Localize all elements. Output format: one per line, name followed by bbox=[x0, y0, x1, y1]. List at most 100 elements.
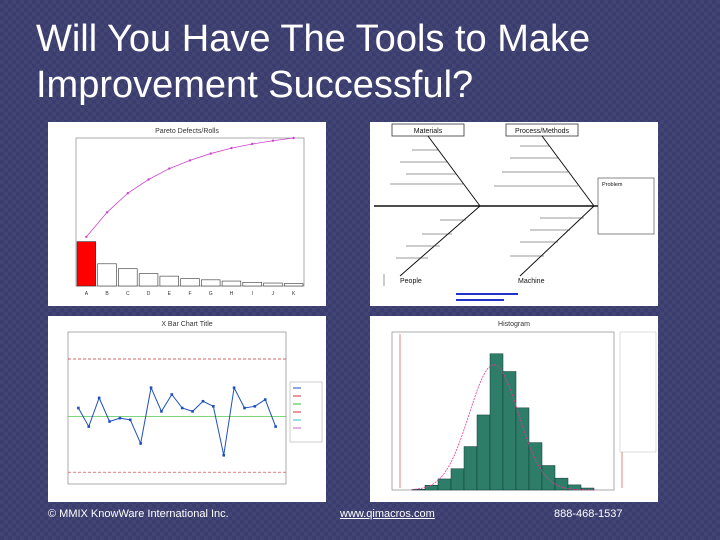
pareto-cumulative-point bbox=[126, 191, 130, 195]
histogram-bar bbox=[424, 485, 439, 491]
fishbone-diagram: Materials Process/Methods bbox=[374, 123, 655, 301]
pareto-category-label: D bbox=[147, 291, 151, 297]
fishbone-process-label: Process/Methods bbox=[515, 128, 570, 135]
pareto-bar bbox=[201, 279, 221, 287]
pareto-category-label: G bbox=[209, 291, 213, 297]
histogram-bar bbox=[450, 468, 465, 491]
xbar-point bbox=[232, 386, 236, 390]
xbar-point bbox=[149, 386, 153, 390]
footer-copyright: © MMIX KnowWare International Inc. bbox=[48, 508, 229, 520]
xbar-title: X Bar Chart Title bbox=[161, 321, 212, 328]
pareto-bar bbox=[242, 282, 262, 287]
pareto-category-label: A bbox=[85, 291, 89, 297]
histogram-bar bbox=[502, 371, 517, 491]
xbar-point bbox=[180, 406, 184, 410]
xbar-point bbox=[201, 399, 205, 403]
fishbone-bone-machine bbox=[519, 205, 595, 277]
xbar-point bbox=[160, 410, 163, 413]
pareto-category-label: I bbox=[251, 291, 252, 297]
histogram-bar bbox=[580, 487, 595, 491]
pareto-cumulative-point bbox=[168, 167, 171, 170]
pareto-category-label: J bbox=[272, 291, 275, 297]
xbar-point bbox=[97, 396, 101, 400]
xbar-point bbox=[170, 393, 174, 396]
pareto-cumulative-point bbox=[250, 142, 254, 146]
pareto-bar bbox=[283, 283, 304, 287]
slide-title-line-1: Will You Have The Tools to Make bbox=[36, 18, 591, 60]
footer-phone: 888-468-1537 bbox=[554, 508, 623, 520]
slide-title-line-2: Improvement Successful? bbox=[36, 64, 474, 106]
histogram-title: Histogram bbox=[498, 321, 530, 328]
xbar-legend-swatches bbox=[293, 387, 301, 429]
fishbone-minor-ribs bbox=[390, 145, 584, 259]
pareto-category-label: E bbox=[168, 291, 172, 297]
fishbone-diagram-panel: Materials Process/Methods bbox=[370, 122, 658, 306]
histogram-bar bbox=[554, 477, 569, 491]
pareto-bar bbox=[138, 273, 159, 287]
pareto-bar bbox=[118, 268, 138, 287]
xbar-point bbox=[222, 453, 226, 457]
footer-website-link[interactable]: www.qimacros.com bbox=[340, 508, 435, 520]
xbar-point bbox=[263, 398, 267, 401]
histogram-chart: Histogram bbox=[391, 321, 657, 491]
histogram-bar bbox=[437, 478, 452, 491]
fishbone-bone-materials bbox=[427, 135, 481, 207]
pareto-cumulative-point bbox=[188, 159, 192, 162]
pareto-cumulative-point bbox=[271, 139, 275, 142]
xbar-point bbox=[253, 405, 257, 408]
histogram-panel: Histogram bbox=[370, 316, 658, 502]
xbar-point bbox=[128, 418, 132, 422]
pareto-bar bbox=[180, 278, 200, 287]
xbar-point bbox=[212, 405, 215, 408]
pareto-bar bbox=[159, 275, 179, 287]
pareto-category-label: F bbox=[188, 291, 191, 297]
fishbone-bone-people bbox=[399, 205, 481, 277]
pareto-cumulative-point bbox=[147, 178, 150, 181]
xbar-point bbox=[77, 406, 80, 410]
pareto-bar bbox=[76, 241, 97, 287]
pareto-bar bbox=[97, 263, 117, 287]
xbar-chart: X Bar Chart Title bbox=[67, 321, 323, 485]
histogram-bar bbox=[515, 407, 530, 491]
histogram-bar bbox=[567, 484, 582, 491]
histogram-bar bbox=[541, 465, 556, 491]
xbar-point bbox=[191, 410, 194, 413]
histogram-bar bbox=[489, 353, 504, 491]
pareto-plot-area bbox=[75, 137, 305, 287]
histogram-stats-table bbox=[619, 331, 657, 453]
pareto-cumulative-point bbox=[230, 146, 233, 150]
pareto-bar bbox=[221, 280, 242, 287]
pareto-category-label: K bbox=[292, 291, 296, 297]
pareto-chart: Pareto Defects/Rolls A B C D E F G H I J K bbox=[75, 128, 305, 297]
pareto-cumulative-point bbox=[105, 211, 109, 214]
xbar-point bbox=[139, 442, 142, 445]
fishbone-bone-process bbox=[541, 135, 595, 207]
pareto-cumulative-point bbox=[209, 152, 212, 155]
xbar-point bbox=[118, 416, 122, 420]
slide-title: Will You Have The Tools to Make Improvem… bbox=[36, 16, 696, 108]
xbar-point bbox=[87, 425, 91, 428]
pareto-category-label: H bbox=[230, 291, 234, 297]
pareto-bar bbox=[263, 282, 283, 287]
pareto-title: Pareto Defects/Rolls bbox=[155, 128, 219, 135]
footer-website: www.qimacros.com bbox=[340, 508, 435, 520]
xbar-point bbox=[274, 425, 277, 428]
pareto-category-label: B bbox=[105, 291, 109, 297]
xbar-point bbox=[243, 406, 246, 410]
fishbone-people-label: People bbox=[400, 278, 422, 285]
xbar-point bbox=[108, 420, 111, 423]
pareto-category-label: C bbox=[126, 291, 130, 297]
fishbone-problem-label: Problem bbox=[602, 182, 623, 188]
fishbone-machine-label: Machine bbox=[518, 278, 545, 285]
fishbone-materials-label: Materials bbox=[414, 128, 443, 135]
xbar-plot-area bbox=[67, 331, 287, 485]
histogram-bar bbox=[476, 414, 491, 491]
xbar-data-line bbox=[77, 386, 277, 456]
histogram-normal-curve bbox=[411, 364, 595, 491]
fishbone-problem-box bbox=[597, 177, 655, 235]
histogram-bar bbox=[463, 446, 478, 491]
pareto-chart-panel: Pareto Defects/Rolls A B C D E F G H I J K bbox=[48, 122, 326, 306]
xbar-chart-panel: X Bar Chart Title bbox=[48, 316, 326, 502]
pareto-cumulative-point bbox=[85, 235, 88, 239]
